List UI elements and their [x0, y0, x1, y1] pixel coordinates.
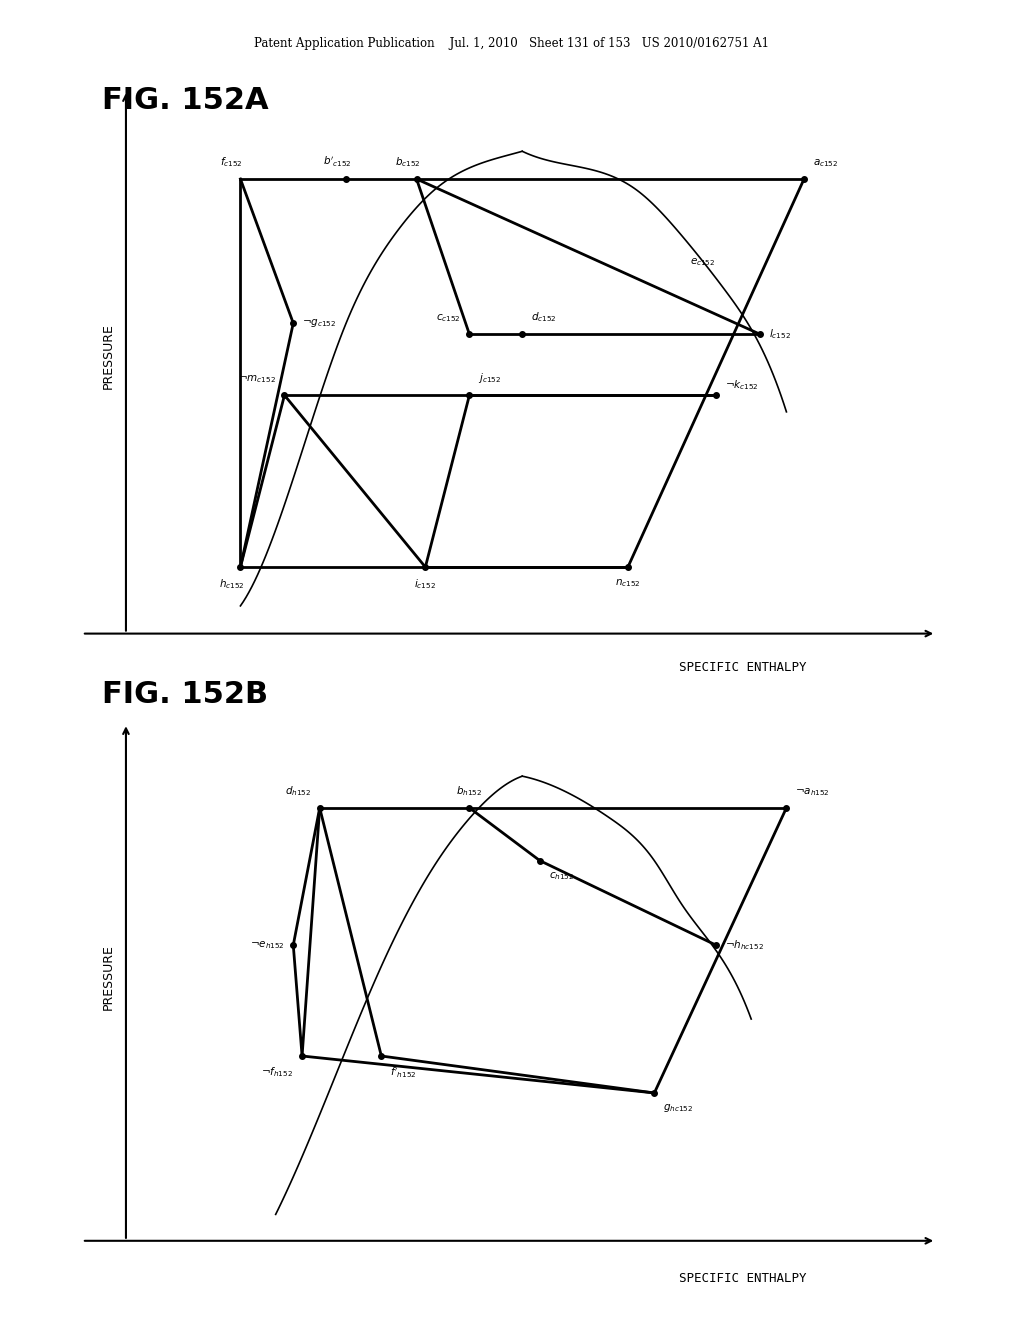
Text: $\neg k_{c152}$: $\neg k_{c152}$: [725, 379, 759, 392]
Text: $n_{c152}$: $n_{c152}$: [615, 577, 641, 589]
Text: $d_{c152}$: $d_{c152}$: [531, 310, 557, 325]
Text: $j_{c152}$: $j_{c152}$: [478, 371, 502, 385]
Text: $\neg e_{h152}$: $\neg e_{h152}$: [250, 940, 285, 950]
Text: $g_{hc152}$: $g_{hc152}$: [664, 1102, 693, 1114]
Text: FIG. 152A: FIG. 152A: [102, 86, 269, 115]
Text: $\neg h_{hc152}$: $\neg h_{hc152}$: [725, 939, 764, 952]
Text: PRESSURE: PRESSURE: [101, 323, 115, 389]
Text: Patent Application Publication    Jul. 1, 2010   Sheet 131 of 153   US 2010/0162: Patent Application Publication Jul. 1, 2…: [255, 37, 769, 50]
Text: $b_{h152}$: $b_{h152}$: [457, 784, 482, 799]
Text: $\neg m_{c152}$: $\neg m_{c152}$: [238, 374, 275, 385]
Text: $b_{c152}$: $b_{c152}$: [395, 156, 421, 169]
Text: $f'_{h152}$: $f'_{h152}$: [390, 1065, 417, 1080]
Text: $i_{c152}$: $i_{c152}$: [415, 577, 436, 591]
Text: FIG. 152B: FIG. 152B: [102, 680, 268, 709]
Text: $l_{c152}$: $l_{c152}$: [769, 327, 791, 341]
Text: $h_{c152}$: $h_{c152}$: [219, 577, 245, 591]
Text: $a_{c152}$: $a_{c152}$: [813, 157, 839, 169]
Text: $\neg g_{c152}$: $\neg g_{c152}$: [302, 317, 337, 329]
Text: $b'_{c152}$: $b'_{c152}$: [323, 154, 351, 169]
Text: $\neg f_{h152}$: $\neg f_{h152}$: [261, 1065, 293, 1080]
Text: $d_{h152}$: $d_{h152}$: [285, 784, 311, 799]
Text: $c_{c152}$: $c_{c152}$: [436, 313, 461, 325]
Text: $e_{c152}$: $e_{c152}$: [689, 256, 715, 268]
Text: $f_{c152}$: $f_{c152}$: [220, 156, 243, 169]
Text: SPECIFIC ENTHALPY: SPECIFIC ENTHALPY: [679, 661, 806, 675]
Text: SPECIFIC ENTHALPY: SPECIFIC ENTHALPY: [679, 1272, 806, 1286]
Text: $\neg a_{h152}$: $\neg a_{h152}$: [796, 787, 830, 799]
Text: $c_{h152}$: $c_{h152}$: [549, 870, 574, 882]
Text: PRESSURE: PRESSURE: [101, 944, 115, 1010]
